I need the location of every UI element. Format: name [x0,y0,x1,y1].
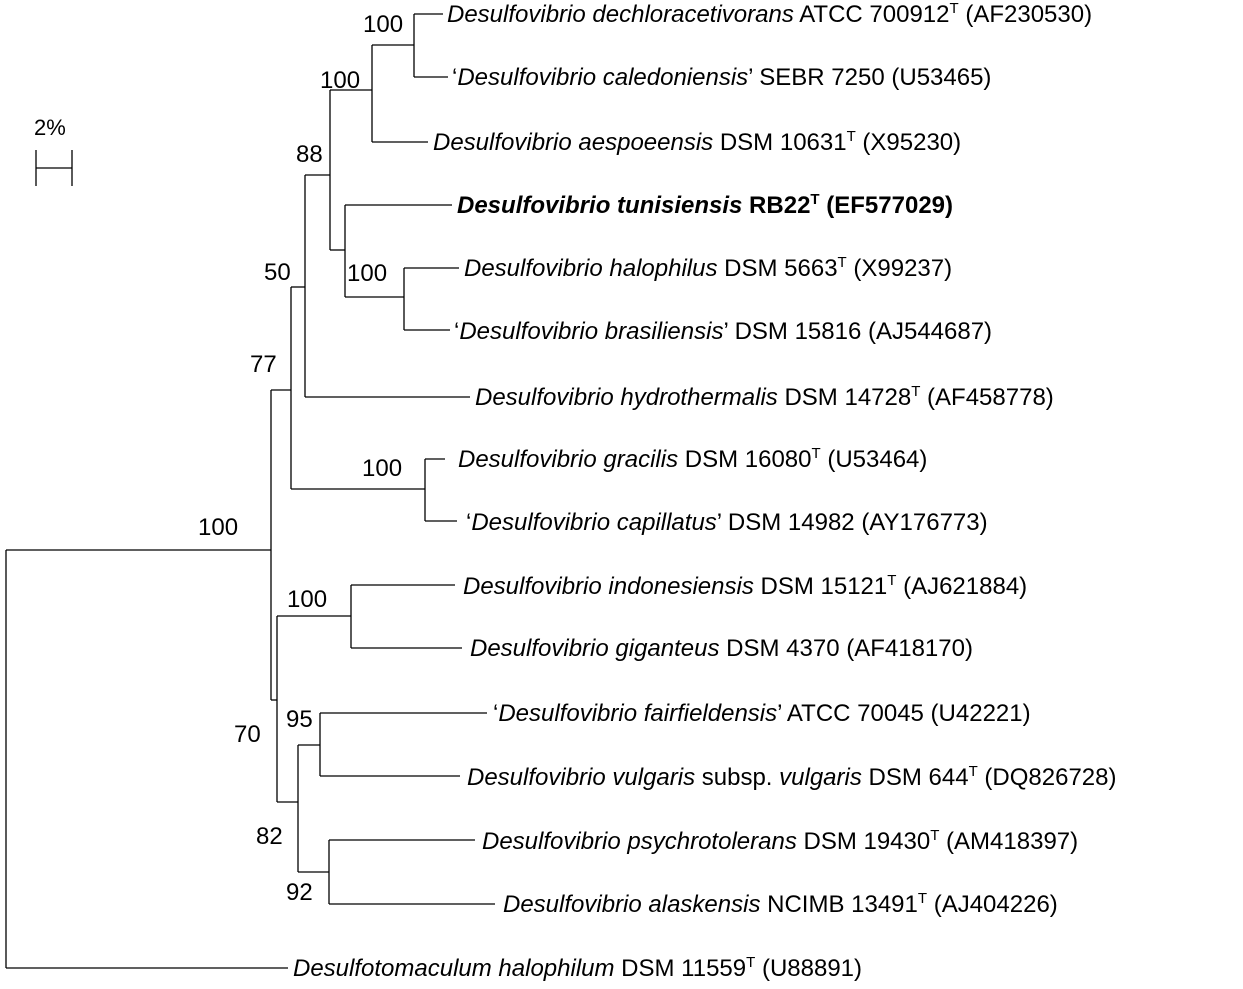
taxon-label-capillatus: ‘Desulfovibrio capillatus’ DSM 14982 (AY… [466,509,988,536]
taxon-label-part: Desulfovibrio dechloracetivorans [447,1,794,28]
taxon-label-vulgaris: Desulfovibrio vulgaris subsp. vulgaris D… [467,763,1116,791]
taxon-label-part: (AF230530) [959,1,1092,28]
taxon-label-part: Desulfovibrio halophilus [464,255,717,282]
taxon-label-part: DSM 644 [862,764,969,791]
taxon-label-giganteus: Desulfovibrio giganteus DSM 4370 (AF4181… [470,635,973,662]
bootstrap-value: 100 [347,260,387,287]
bootstrap-value: 100 [198,514,238,541]
taxon-label-part: DSM 19430 [797,828,930,855]
taxon-label-dechloracetivorans: Desulfovibrio dechloracetivorans ATCC 70… [447,0,1092,28]
type-strain-superscript: T [950,0,959,17]
taxon-label-part: Desulfovibrio fairfieldensis [498,700,777,727]
taxon-label-part: (X99237) [847,255,952,282]
taxon-label-psychrotolerans: Desulfovibrio psychrotolerans DSM 19430T… [482,827,1078,855]
taxon-label-part: (AJ621884) [896,573,1027,600]
taxon-label-part: ‘ [493,700,498,727]
bootstrap-value: 100 [320,67,360,94]
taxon-label-fairfieldensis: ‘Desulfovibrio fairfieldensis’ ATCC 7004… [493,700,1031,727]
taxon-label-alaskensis: Desulfovibrio alaskensis NCIMB 13491T (A… [503,890,1058,918]
taxon-label-part: (X95230) [856,129,961,156]
taxon-label-part: ’ ATCC 70045 (U42221) [777,700,1030,727]
taxon-label-brasiliensis: ‘Desulfovibrio brasiliensis’ DSM 15816 (… [454,318,992,345]
bootstrap-value: 50 [264,259,291,286]
taxon-label-indonesiensis: Desulfovibrio indonesiensis DSM 15121T (… [463,572,1027,600]
taxon-label-halophilum: Desulfotomaculum halophilum DSM 11559T (… [293,954,862,982]
taxon-label-part: DSM 5663 [717,255,837,282]
taxon-label-part: Desulfovibrio indonesiensis [463,573,754,600]
tree-branches [5,13,495,969]
bootstrap-value: 100 [362,455,402,482]
taxon-label-part: Desulfovibrio aespoeensis [433,129,713,156]
type-strain-superscript: T [911,383,920,400]
taxon-label-part: Desulfotomaculum halophilum [293,955,615,982]
type-strain-superscript: T [969,763,978,780]
taxon-label-part: ‘ [452,64,457,91]
taxon-label-part: subsp. [695,764,779,791]
bootstrap-value: 77 [250,351,277,378]
type-strain-superscript: T [838,254,847,271]
taxon-label-part: DSM 16080 [678,446,811,473]
taxon-label-part: (AM418397) [939,828,1078,855]
taxon-label-caledoniensis: ‘Desulfovibrio caledoniensis’ SEBR 7250 … [452,64,991,91]
taxon-label-part: (EF577029) [820,192,953,219]
taxon-label-part: DSM 10631 [713,129,846,156]
bootstrap-value: 92 [286,879,313,906]
taxon-label-part: Desulfovibrio alaskensis [503,891,760,918]
taxon-label-halophilus: Desulfovibrio halophilus DSM 5663T (X992… [464,254,952,282]
taxon-label-part: (AJ404226) [927,891,1058,918]
type-strain-superscript: T [810,191,819,208]
taxon-label-part: DSM 14728 [778,384,911,411]
taxon-label-part: Desulfovibrio gracilis [458,446,678,473]
taxon-label-part: Desulfovibrio brasiliensis [459,318,723,345]
taxon-label-part: DSM 11559 [615,955,747,982]
taxon-label-part: (AF458778) [920,384,1053,411]
taxon-label-part: Desulfovibrio capillatus [471,509,716,536]
taxon-label-part: DSM 15121 [754,573,887,600]
taxon-label-part: (U88891) [755,955,862,982]
type-strain-superscript: T [746,954,755,971]
scale-bar-label: 2% [34,115,66,140]
taxon-label-part: DSM 4370 (AF418170) [719,635,972,662]
bootstrap-value: 70 [234,721,261,748]
bootstrap-value: 88 [296,141,323,168]
taxon-label-part: ’ DSM 15816 (AJ544687) [723,318,992,345]
taxon-label-part: RB22 [742,192,810,219]
bootstrap-value: 82 [256,823,283,850]
taxon-labels: Desulfovibrio dechloracetivorans ATCC 70… [293,0,1116,982]
taxon-label-part: ’ SEBR 7250 (U53465) [748,64,991,91]
taxon-label-part: Desulfovibrio giganteus [470,635,719,662]
type-strain-superscript: T [930,827,939,844]
taxon-label-part: ’ DSM 14982 (AY176773) [717,509,988,536]
bootstrap-value: 95 [286,706,313,733]
taxon-label-tunisiensis: Desulfovibrio tunisiensis RB22T (EF57702… [457,191,953,219]
type-strain-superscript: T [811,445,820,462]
taxon-label-part: Desulfovibrio psychrotolerans [482,828,797,855]
type-strain-superscript: T [847,128,856,145]
scale-bar: 2% [34,115,73,186]
taxon-label-part: Desulfovibrio caledoniensis [457,64,748,91]
bootstrap-value: 100 [363,11,403,38]
taxon-label-part: (U53464) [821,446,928,473]
taxon-label-gracilis: Desulfovibrio gracilis DSM 16080T (U5346… [458,445,927,473]
taxon-label-part: ‘ [454,318,459,345]
taxon-label-aespoeensis: Desulfovibrio aespoeensis DSM 10631T (X9… [433,128,961,156]
taxon-label-part: NCIMB 13491 [760,891,917,918]
taxon-label-part: ATCC 700912 [794,1,950,28]
taxon-label-part: ‘ [466,509,471,536]
taxon-label-part: (DQ826728) [978,764,1117,791]
taxon-label-part: Desulfovibrio vulgaris [467,764,695,791]
taxon-label-part: vulgaris [779,764,862,791]
bootstrap-value: 100 [287,586,327,613]
bootstrap-values: 100 100 88 100 50 100 77 100 100 95 92 8… [198,11,403,906]
taxon-label-part: Desulfovibrio hydrothermalis [475,384,778,411]
type-strain-superscript: T [887,572,896,589]
taxon-label-part: Desulfovibrio tunisiensis [457,192,742,219]
taxon-label-hydrothermalis: Desulfovibrio hydrothermalis DSM 14728T … [475,383,1054,411]
type-strain-superscript: T [918,890,927,907]
